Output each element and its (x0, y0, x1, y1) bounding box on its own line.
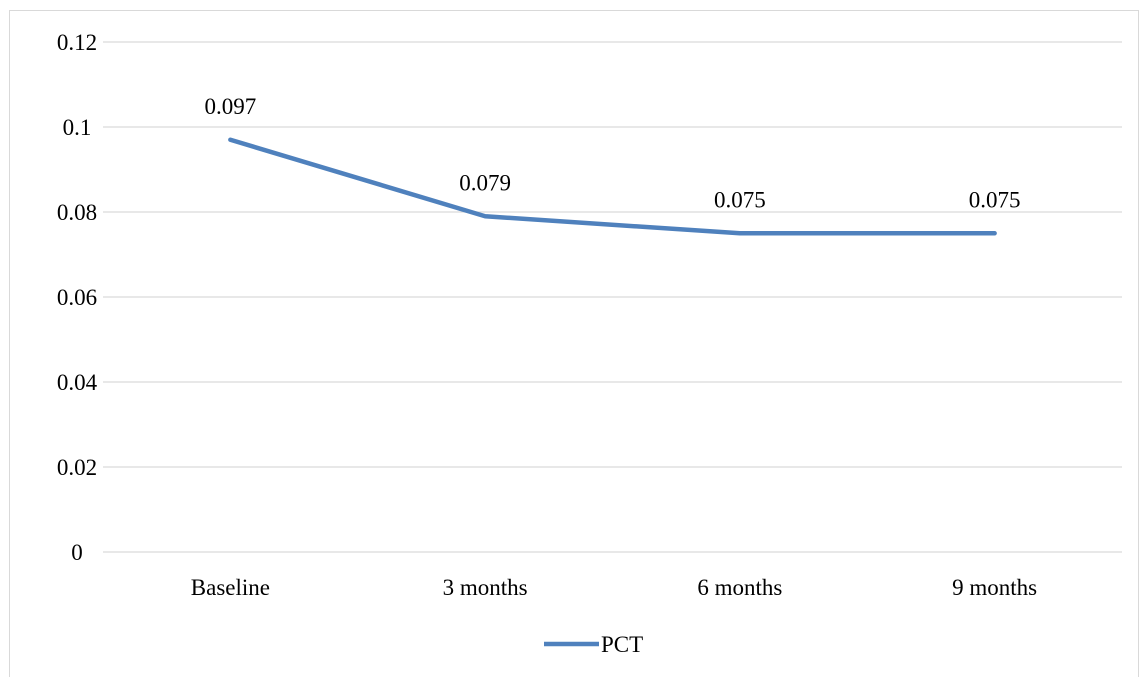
data-label: 0.075 (714, 187, 766, 212)
y-axis-tick-labels: 0 0.02 0.04 0.06 0.08 0.1 0.12 (57, 30, 98, 565)
x-tick-label: Baseline (191, 575, 270, 600)
y-tick-label: 0.04 (57, 370, 98, 395)
data-label: 0.097 (205, 94, 257, 119)
y-tick-label: 0.02 (57, 455, 97, 480)
legend-label: PCT (601, 632, 643, 657)
series-lines (228, 137, 997, 236)
x-tick-label: 3 months (443, 575, 528, 600)
gridlines (103, 41, 1122, 553)
series-line-pct (228, 137, 997, 236)
y-tick-label: 0.06 (57, 285, 97, 310)
chart-frame (9, 10, 1139, 677)
data-label: 0.079 (459, 170, 511, 195)
legend: PCT (544, 632, 643, 657)
y-tick-label: 0.12 (57, 30, 97, 55)
y-tick-label: 0 (71, 540, 83, 565)
x-tick-label: 6 months (697, 575, 782, 600)
y-tick-label: 0.08 (57, 200, 97, 225)
x-axis-tick-labels: Baseline 3 months 6 months 9 months (191, 575, 1037, 600)
data-labels: 0.097 0.079 0.075 0.075 (205, 94, 1021, 213)
data-label: 0.075 (969, 187, 1021, 212)
x-tick-label: 9 months (952, 575, 1037, 600)
y-tick-label: 0.1 (63, 115, 92, 140)
